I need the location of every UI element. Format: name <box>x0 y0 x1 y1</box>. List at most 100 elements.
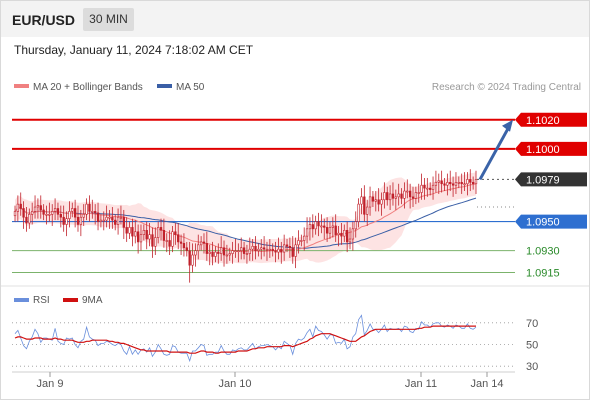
timeframe-badge[interactable]: 30 MIN <box>83 8 134 31</box>
candle-body <box>265 248 269 251</box>
candle-body <box>340 232 343 237</box>
candle-body <box>254 245 257 251</box>
candle-body <box>56 208 60 215</box>
candle-body <box>128 227 131 234</box>
rsi-tick-label: 70 <box>526 318 538 330</box>
ma50-legend-label: MA 50 <box>176 82 205 93</box>
candle-body <box>443 183 446 186</box>
rsi-ma-legend-swatch <box>63 298 78 302</box>
candle-body <box>294 244 297 257</box>
candle-body <box>33 206 37 212</box>
rsi-chart: 70 50 30 <box>12 314 538 373</box>
candle-body <box>277 248 280 253</box>
candle-body <box>257 248 260 251</box>
candle-body <box>451 183 455 186</box>
time-axis-label: Jan 14 <box>470 378 503 390</box>
candle-body <box>13 211 17 217</box>
candle-body <box>262 247 266 250</box>
candle-body <box>434 182 438 186</box>
candle-body <box>48 214 51 216</box>
candle-body <box>142 230 146 235</box>
candle-body <box>208 251 211 254</box>
level-tag-label: 1.0979 <box>526 174 560 186</box>
level-tag-label: 1.1020 <box>526 115 560 127</box>
candle-body <box>79 216 83 225</box>
candle-body <box>383 192 386 201</box>
candle-body <box>154 237 157 247</box>
rsi-legend-swatch <box>14 298 29 302</box>
candle-body <box>291 247 294 257</box>
header-bar: EUR/USD 30 MIN <box>1 1 589 37</box>
candle-body <box>271 248 274 251</box>
candle-body <box>96 212 100 222</box>
candle-body <box>19 203 22 209</box>
candle-body <box>28 214 31 224</box>
ma20-line <box>14 183 477 253</box>
candle-body <box>188 250 191 266</box>
rsi-tick-label: 30 <box>526 361 538 373</box>
candle-body <box>403 190 406 199</box>
candle-body <box>360 196 363 205</box>
candle-body <box>159 227 163 231</box>
candle-body <box>199 241 203 246</box>
candle-body <box>357 203 360 222</box>
candle-body <box>440 180 443 185</box>
candle-body <box>274 250 277 253</box>
support-level-label: 1.0930 <box>526 246 560 258</box>
candle-body <box>234 250 237 252</box>
candle-body <box>311 224 314 230</box>
candle-body <box>411 196 415 199</box>
candle-body <box>174 231 177 235</box>
candle-body <box>248 248 251 254</box>
candle-body <box>45 214 48 216</box>
candle-body <box>182 243 186 249</box>
candle-body <box>345 230 349 243</box>
candle-body <box>429 187 432 190</box>
candle-body <box>366 206 369 215</box>
candle-body <box>91 211 94 213</box>
candle-body <box>457 182 460 184</box>
candle-body <box>139 234 143 243</box>
candle-body <box>303 235 306 241</box>
candle-body <box>337 232 340 235</box>
resistance-level-tag: 1.1000 <box>515 141 587 156</box>
candle-body <box>397 193 400 198</box>
candle-body <box>105 216 108 221</box>
candle-body <box>300 240 303 242</box>
candle-body <box>474 179 478 185</box>
timestamp-text: Thursday, January 11, 2024 7:18:02 AM CE… <box>14 43 254 57</box>
candle-body <box>31 211 34 215</box>
candle-body <box>237 250 240 252</box>
candle-body <box>354 221 357 230</box>
currency-pair-title: EUR/USD <box>12 12 76 28</box>
candle-body <box>351 228 355 240</box>
candle-body <box>151 234 154 247</box>
candle-body <box>65 218 68 225</box>
candle-body <box>368 196 372 208</box>
candle-body <box>168 240 171 247</box>
ma20-legend-label: MA 20 + Bollinger Bands <box>33 82 143 93</box>
candle-body <box>437 180 440 183</box>
candle-body <box>88 203 91 212</box>
candle-body <box>466 179 469 185</box>
candle-body <box>371 196 375 202</box>
candle-body <box>114 219 117 225</box>
candle-body <box>400 193 403 199</box>
candle-body <box>59 214 62 218</box>
candle-body <box>85 203 88 215</box>
level-tag-shape <box>515 112 587 127</box>
legend: MA 20 + Bollinger Bands MA 50 Research ©… <box>14 82 581 306</box>
candle-body <box>228 253 231 256</box>
time-axis-label: Jan 9 <box>37 378 64 390</box>
candle-body <box>426 187 429 190</box>
price-chart: 1.1020 1.1000 1.0979 1.0950 1.0930 1.0915 <box>12 112 587 283</box>
level-tag-shape <box>515 172 587 187</box>
ma50-legend-swatch <box>157 84 172 88</box>
candle-body <box>331 225 334 228</box>
candle-body <box>99 219 103 222</box>
candle-body <box>214 251 217 257</box>
candle-body <box>463 183 466 186</box>
candle-body <box>136 231 140 243</box>
candle-body <box>76 216 80 225</box>
